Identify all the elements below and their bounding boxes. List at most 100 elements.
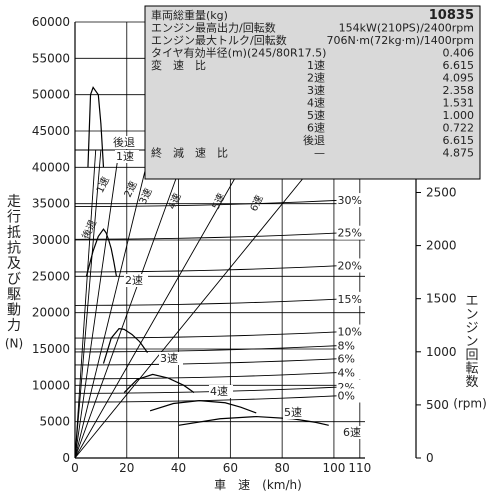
curve-label: 5速 — [284, 406, 302, 419]
spec-label: タイヤ有効半径(m)(245/80R17.5) — [151, 46, 326, 60]
curve-label: 2速 — [125, 274, 143, 287]
curve-label-bg — [112, 136, 136, 149]
grade-line — [74, 264, 345, 273]
x-tick-label: 60 — [223, 461, 238, 475]
gear-speed-line — [74, 149, 327, 459]
y-tick-label: 45000 — [32, 124, 70, 138]
grade-label-bg — [336, 338, 367, 353]
curve-label: 後退 — [113, 135, 135, 149]
x-tick-label: 110 — [348, 461, 371, 475]
driving-force-curve — [87, 86, 105, 168]
grade-line — [74, 357, 345, 366]
ratio-gear: 1速 — [307, 59, 325, 72]
rpm-tick-label: 1000 — [426, 345, 457, 359]
rpm-tick-label: 2500 — [426, 185, 457, 199]
grade-label: 25% — [338, 227, 362, 240]
axes: 0500010000150002000025000300003500040000… — [5, 15, 487, 475]
grade-label-bg — [336, 225, 367, 240]
gear-speed-line — [74, 149, 151, 459]
y-axis-label-char: 抵 — [7, 225, 21, 241]
rpm-axis-label-char: ジ — [465, 321, 478, 336]
spec-label: 車両総重量(kg) — [151, 8, 228, 22]
x-tick-label: 20 — [119, 461, 134, 475]
gear-line-label: 4速 — [166, 191, 184, 211]
x-tick-label: 0 — [71, 461, 79, 475]
ratio-gear: 3速 — [307, 84, 325, 97]
grade-label: 10% — [338, 326, 362, 339]
y-tick-label: 5000 — [39, 415, 70, 429]
final-title: 終 減 速 比 — [151, 146, 228, 160]
grade-label-bg — [336, 388, 367, 403]
spec-label: エンジン最高出力/回転数 — [151, 21, 276, 35]
rpm-axis-label-char: 数 — [465, 375, 478, 390]
gear-line-label: 6速 — [248, 193, 266, 213]
spec-value: 706N·m(72kg·m)/1400rpm — [326, 34, 474, 47]
y-tick-label: 40000 — [32, 160, 70, 174]
y-tick-label: 25000 — [32, 269, 70, 283]
gear-speed-line — [74, 149, 102, 459]
grade-label-bg — [336, 365, 367, 380]
driving-force-curve — [178, 415, 329, 426]
x-tick-label: 100 — [322, 461, 345, 475]
rpm-tick-label: 1500 — [426, 292, 457, 306]
rpm-axis-label-char: 回 — [465, 348, 478, 363]
grade-label-bg — [336, 193, 367, 208]
y-axis-label-char: 抗 — [7, 241, 21, 257]
ratio-value: 1.000 — [443, 109, 475, 122]
y-tick-label: 35000 — [32, 197, 70, 211]
spec-label: エンジン最大トルク/回転数 — [151, 33, 287, 47]
rpm-tick-label: 0 — [426, 451, 434, 465]
grade-label-bg — [336, 324, 367, 339]
curve-label: 3速 — [160, 352, 178, 365]
ratio-gear: 2速 — [307, 72, 325, 85]
y-axis-label-char: 駆 — [7, 287, 21, 303]
grade-line — [74, 298, 345, 306]
ratio-gear: 6速 — [307, 122, 325, 135]
rpm-axis-label-char: エ — [465, 294, 478, 309]
y-axis-label-char: 行 — [7, 210, 21, 226]
grade-label-bg — [336, 258, 367, 273]
y-axis-label-char: 走 — [7, 194, 21, 210]
rpm-axis-label-char: 転 — [465, 362, 478, 377]
ratio-value: 6.615 — [443, 59, 475, 72]
gear-line-label: 5速 — [210, 191, 228, 211]
ratio-title: 変 速 比 — [151, 58, 206, 72]
grade-line — [74, 371, 345, 380]
curve-label-bg — [342, 426, 366, 439]
y-tick-label: 60000 — [32, 15, 70, 29]
grade-label-bg — [336, 351, 367, 366]
final-value: 4.875 — [443, 147, 475, 160]
grade-line — [74, 232, 345, 240]
gear-speed-line — [74, 149, 97, 459]
y-axis-label-char: 及 — [7, 256, 21, 272]
spec-table-box — [144, 5, 481, 180]
x-tick-label: 80 — [275, 461, 290, 475]
grade-label: 30% — [338, 194, 362, 207]
gear-speed-line — [74, 149, 120, 459]
gear-speed-line — [74, 149, 187, 459]
driving-force-curve — [102, 328, 148, 364]
ratio-value: 6.615 — [443, 134, 475, 147]
grade-line — [74, 199, 345, 208]
grade-line — [74, 344, 345, 353]
y-tick-label: 15000 — [32, 342, 70, 356]
x-axis-label: 車 速 (km/h) — [214, 478, 302, 492]
final-gear: — — [314, 147, 325, 160]
y-tick-label: 55000 — [32, 51, 70, 65]
y-tick-label: 0 — [62, 451, 70, 465]
grade-label-bg — [336, 291, 367, 306]
curve-label-bg — [124, 274, 148, 287]
curve-label: 6速 — [343, 426, 361, 439]
spec-value: 10835 — [429, 8, 474, 23]
curve-label: 4速 — [210, 385, 228, 398]
ratio-value: 1.531 — [443, 97, 475, 110]
y-tick-label: 50000 — [32, 88, 70, 102]
grade-line — [74, 331, 345, 339]
y-axis-label-char: 力 — [7, 318, 21, 334]
ratio-gear: 5速 — [307, 109, 325, 122]
curve-label-bg — [159, 352, 183, 365]
ratio-value: 2.358 — [443, 84, 475, 97]
gear-line-label: 1速 — [94, 175, 112, 195]
driving-force-curve — [85, 228, 118, 277]
